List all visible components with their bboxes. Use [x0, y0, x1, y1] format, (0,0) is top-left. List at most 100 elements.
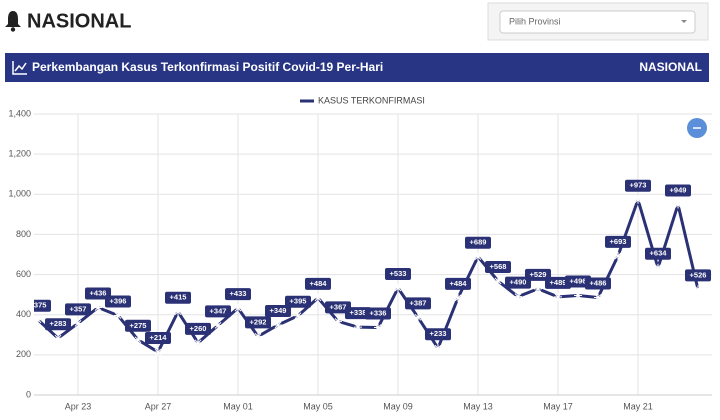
- value-label: +349: [270, 306, 287, 315]
- value-label: +387: [410, 298, 427, 307]
- value-label: +395: [290, 297, 307, 306]
- y-tick-label: 1,000: [8, 189, 31, 199]
- value-label: +490: [510, 278, 527, 287]
- dropdown-placeholder: Pilih Provinsi: [509, 16, 561, 26]
- value-label-bg: [465, 236, 491, 249]
- value-label-bg: [285, 295, 311, 308]
- value-label-bg: [245, 316, 271, 329]
- y-tick-label: 200: [16, 349, 31, 359]
- value-label: +275: [130, 321, 147, 330]
- point-marker: [414, 313, 422, 322]
- panel-region: NASIONAL: [639, 60, 702, 74]
- point-marker: [534, 284, 542, 293]
- value-label-bg: [585, 277, 611, 290]
- value-label: +233: [430, 329, 447, 338]
- value-label-bg: [525, 268, 551, 281]
- value-label-bg: [65, 303, 91, 316]
- province-dropdown[interactable]: [499, 10, 696, 34]
- value-label: +689: [470, 238, 487, 247]
- dropdown-caret: [681, 20, 687, 23]
- point-marker: [274, 320, 282, 329]
- point-marker: [634, 195, 642, 204]
- value-label: +949: [670, 186, 687, 195]
- y-tick-label: 800: [16, 229, 31, 239]
- value-label: +260: [190, 324, 207, 333]
- value-label-bg: [685, 269, 711, 282]
- point-marker: [214, 321, 222, 330]
- value-label-bg: [34, 299, 51, 312]
- x-tick-label: May 01: [223, 401, 253, 411]
- value-label: +484: [450, 279, 468, 288]
- value-label-bg: [485, 260, 511, 273]
- value-label: +336: [370, 309, 387, 318]
- bell-icon: [5, 11, 21, 32]
- value-label: +396: [110, 297, 127, 306]
- value-label-bg: [645, 247, 671, 260]
- x-tick-label: May 17: [543, 401, 573, 411]
- value-label-bg: [45, 318, 71, 331]
- value-label: +375: [30, 301, 47, 310]
- point-marker: [574, 291, 582, 300]
- x-tick-label: Apr 27: [145, 401, 172, 411]
- value-label: +283: [50, 319, 67, 328]
- point-marker: [334, 317, 342, 326]
- value-label: +433: [230, 289, 247, 298]
- value-label-bg: [145, 332, 171, 345]
- value-label-bg: [165, 291, 191, 304]
- value-label: +292: [250, 317, 267, 326]
- value-label-bg: [605, 235, 631, 248]
- value-label: +529: [530, 270, 547, 279]
- point-marker: [694, 285, 702, 294]
- value-label: +496: [570, 276, 587, 285]
- x-tick-label: May 13: [463, 401, 493, 411]
- value-label-bg: [565, 275, 591, 288]
- point-marker: [514, 292, 522, 301]
- point-marker: [34, 315, 42, 324]
- value-label: +533: [390, 269, 407, 278]
- x-tick-label: May 21: [623, 401, 653, 411]
- value-label-bg: [365, 307, 391, 320]
- value-label-bg: [125, 319, 151, 332]
- value-label: +415: [170, 293, 187, 302]
- value-label-bg: [225, 288, 251, 301]
- value-label-bg: [205, 305, 231, 318]
- plot-area: +375+283+357+436+396 +275+214 +415 +260+347…: [30, 179, 711, 357]
- y-tick-label: 600: [16, 269, 31, 279]
- value-label-bg: [105, 295, 131, 308]
- point-marker: [54, 334, 62, 343]
- value-label: +526: [690, 270, 707, 279]
- point-marker: [434, 344, 442, 353]
- value-label-bg: [385, 268, 411, 281]
- point-marker: [474, 252, 482, 261]
- legend-label: KASUS TERKONFIRMASI: [318, 95, 425, 105]
- point-marker: [134, 335, 142, 344]
- point-marker: [254, 332, 262, 341]
- panel-header: [5, 53, 709, 82]
- value-label: +486: [590, 278, 607, 287]
- value-label-bg: [85, 287, 111, 300]
- y-tick-label: 400: [16, 309, 31, 319]
- point-marker: [294, 311, 302, 320]
- y-tick-label: 0: [26, 389, 31, 399]
- point-marker: [234, 304, 242, 313]
- page-title: NASIONAL: [27, 10, 131, 32]
- value-label-bg: [405, 297, 431, 310]
- grid: [34, 113, 712, 396]
- value-label: +367: [330, 302, 347, 311]
- value-label: +347: [210, 306, 227, 315]
- value-label: +568: [490, 262, 507, 271]
- value-label: +338: [350, 308, 367, 317]
- point-marker: [74, 319, 82, 328]
- point-marker: [614, 251, 622, 260]
- point-marker: [674, 200, 682, 209]
- point-marker: [114, 311, 122, 320]
- value-label-bg: [325, 301, 351, 314]
- value-label-bg: [545, 276, 571, 289]
- value-label: +693: [610, 237, 627, 246]
- value-label-bg: [425, 328, 451, 341]
- value-label: +436: [90, 288, 107, 297]
- point-marker: [394, 284, 402, 293]
- point-marker: [94, 303, 102, 312]
